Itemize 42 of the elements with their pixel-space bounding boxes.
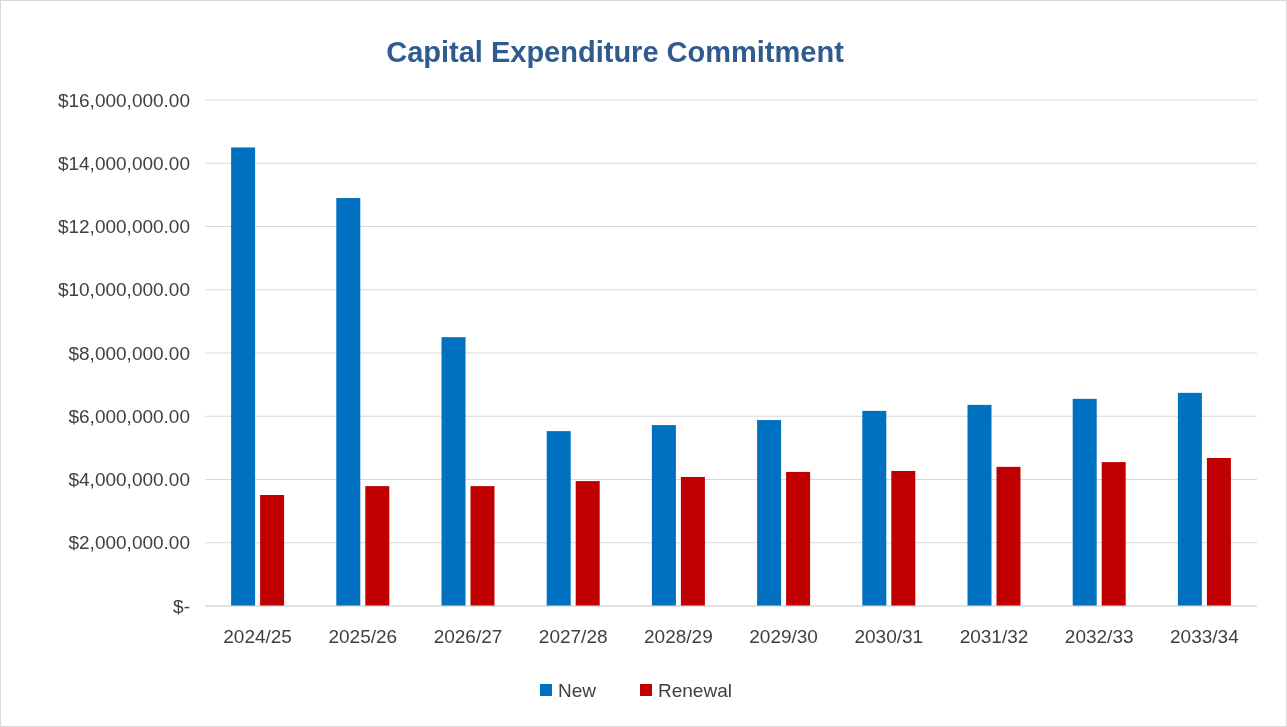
- y-tick-label: $10,000,000.00: [57, 279, 190, 301]
- y-tick-label: $6,000,000.00: [68, 405, 190, 427]
- bar: [1101, 462, 1126, 606]
- bar: [546, 431, 571, 606]
- x-tick-label: 2024/25: [223, 626, 292, 647]
- bar: [651, 425, 676, 606]
- x-tick-label: 2026/27: [433, 626, 503, 647]
- y-tick-label: $14,000,000.00: [57, 152, 190, 174]
- legend-label: Renewal: [658, 679, 732, 701]
- x-tick-label: 2030/31: [854, 626, 924, 647]
- bar: [996, 466, 1021, 606]
- bar: [757, 420, 782, 606]
- y-tick-label: $2,000,000.00: [68, 532, 190, 554]
- bar: [1072, 398, 1097, 606]
- bar: [336, 198, 361, 606]
- x-tick-label: 2033/34: [1170, 626, 1240, 647]
- x-tick-label: 2028/29: [644, 626, 713, 647]
- bar: [470, 486, 495, 606]
- bar: [231, 147, 256, 606]
- x-tick-label: 2027/28: [538, 626, 608, 647]
- bar: [575, 481, 600, 606]
- bar: [1206, 458, 1231, 606]
- y-tick-label: $8,000,000.00: [68, 342, 190, 364]
- bar: [891, 470, 916, 606]
- legend-label: New: [558, 679, 597, 701]
- bar: [967, 404, 992, 606]
- y-tick-label: $16,000,000.00: [57, 89, 190, 111]
- bar: [680, 476, 705, 606]
- bar: [365, 486, 390, 606]
- bar: [260, 495, 285, 606]
- y-tick-label: $12,000,000.00: [57, 216, 190, 238]
- bar: [1177, 392, 1202, 606]
- x-tick-label: 2031/32: [959, 626, 1029, 647]
- bar: [786, 471, 811, 606]
- x-tick-label: 2025/26: [328, 626, 398, 647]
- x-tick-label: 2029/30: [749, 626, 818, 647]
- bar: [862, 410, 887, 606]
- y-tick-label: $-: [173, 595, 190, 617]
- x-tick-label: 2032/33: [1064, 626, 1134, 647]
- y-tick-label: $4,000,000.00: [68, 469, 190, 491]
- bar: [441, 337, 466, 606]
- chart-title: Capital Expenditure Commitment: [386, 36, 845, 68]
